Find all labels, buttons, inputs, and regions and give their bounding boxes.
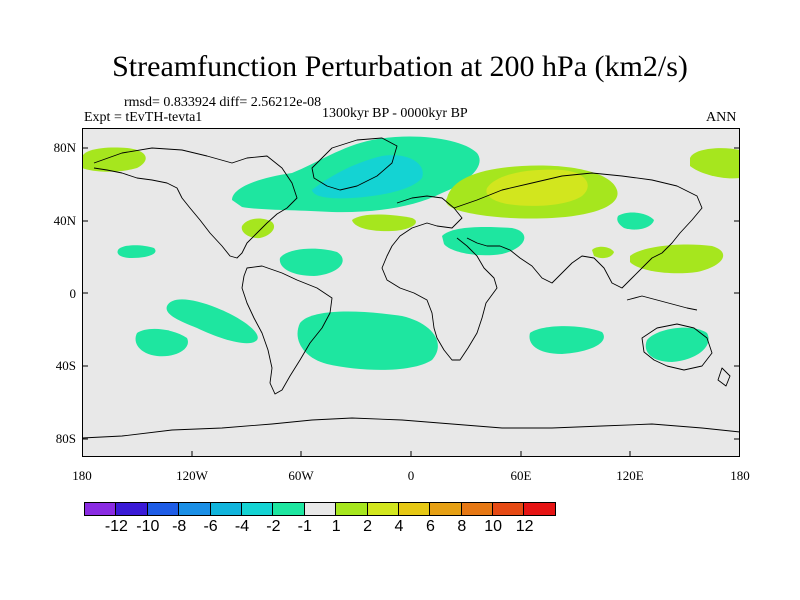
experiment-label: Expt = tEvTH-tevta1 [84, 110, 203, 125]
colorbar-swatch [429, 502, 462, 516]
x-tick-120w: 120W [176, 468, 208, 483]
colorbar-label: 2 [363, 518, 373, 535]
colorbar-label: -8 [172, 518, 187, 535]
map-panel [82, 128, 740, 457]
coast-indonesia [626, 295, 698, 311]
x-tick-120e: 120E [616, 468, 644, 483]
x-tick-180w: 180 [72, 468, 92, 483]
colorbar-label: 6 [425, 518, 435, 535]
coast-new-zealand [717, 367, 731, 387]
coast-greenland [311, 137, 398, 191]
stats-line: rmsd= 0.833924 diff= 2.56212e-08 [124, 95, 322, 110]
map-canvas [82, 128, 740, 457]
colorbar-swatch [523, 502, 556, 516]
colorbar-swatch [84, 502, 117, 516]
colorbar-label: -1 [297, 518, 312, 535]
colorbar-swatch [209, 502, 242, 516]
contour-south-atlantic [297, 311, 438, 370]
colorbar-swatch [240, 502, 274, 516]
coast-antarctica [82, 417, 740, 439]
contour-atlantic-mid [279, 248, 343, 276]
map-title: Streamfunction Perturbation at 200 hPa (… [112, 50, 688, 83]
x-tick-60e: 60E [510, 468, 532, 483]
period-label: 1300kyr BP - 0000kyr BP [322, 106, 468, 121]
contour-mediterranean [352, 214, 416, 232]
coast-north-america [93, 147, 298, 259]
colorbar-label: 4 [394, 518, 404, 535]
colorbar-label: 8 [457, 518, 467, 535]
y-tick-80n: 80N [53, 140, 76, 155]
coast-asia [453, 172, 703, 289]
contour-asia-pacific [630, 244, 724, 274]
contour-eurasia-core [486, 169, 588, 206]
y-tick-0: 0 [69, 286, 77, 301]
coast-south-america [241, 265, 333, 395]
colorbar-swatch [303, 502, 337, 516]
colorbar-label: -12 [104, 518, 128, 535]
colorbar-label: 1 [331, 518, 341, 535]
colorbar [84, 502, 556, 516]
x-ticks [191, 451, 631, 457]
colorbar-label: -6 [203, 518, 218, 535]
contour-north-pacific-e [690, 148, 740, 179]
y-tick-40n: 40N [53, 213, 76, 228]
colorbar-swatch [366, 502, 399, 516]
colorbar-label: -4 [234, 518, 250, 535]
y-tick-80s: 80S [55, 431, 76, 446]
contour-indian-ocean [592, 246, 614, 259]
contour-pacific-s [135, 328, 188, 357]
colorbar-swatch [146, 502, 180, 516]
season-label: ANN [706, 110, 737, 125]
colorbar-label: 12 [515, 518, 534, 535]
contour-middle-east [442, 226, 525, 256]
contour-north-pacific-w [82, 147, 146, 172]
colorbar-label: -2 [266, 518, 281, 535]
contour-greenland-core [312, 155, 423, 199]
contour-pacific-subtrop [117, 245, 156, 258]
contour-asia-east [617, 212, 654, 230]
contour-australia [645, 327, 709, 362]
contour-pacific-sw [166, 299, 258, 344]
coast-australia [641, 323, 713, 371]
colorbar-label: 10 [484, 518, 503, 535]
contour-indian-south [529, 326, 604, 354]
colorbar-swatch [492, 502, 525, 516]
colorbar-swatch [397, 502, 431, 516]
colorbar-swatch [460, 502, 494, 516]
colorbar-swatch [178, 502, 211, 516]
y-tick-40s: 40S [55, 358, 76, 373]
coast-europe-africa [381, 195, 498, 361]
colorbar-label: -10 [136, 518, 160, 535]
x-tick-0: 0 [407, 468, 415, 483]
x-tick-180e: 180 [730, 468, 750, 483]
x-tick-60w: 60W [288, 468, 314, 483]
y-ticks [82, 147, 740, 440]
contour-fills [82, 136, 740, 370]
colorbar-swatch [115, 502, 148, 516]
colorbar-swatch [272, 502, 305, 516]
coastlines [82, 137, 740, 439]
colorbar-swatch [335, 502, 368, 516]
